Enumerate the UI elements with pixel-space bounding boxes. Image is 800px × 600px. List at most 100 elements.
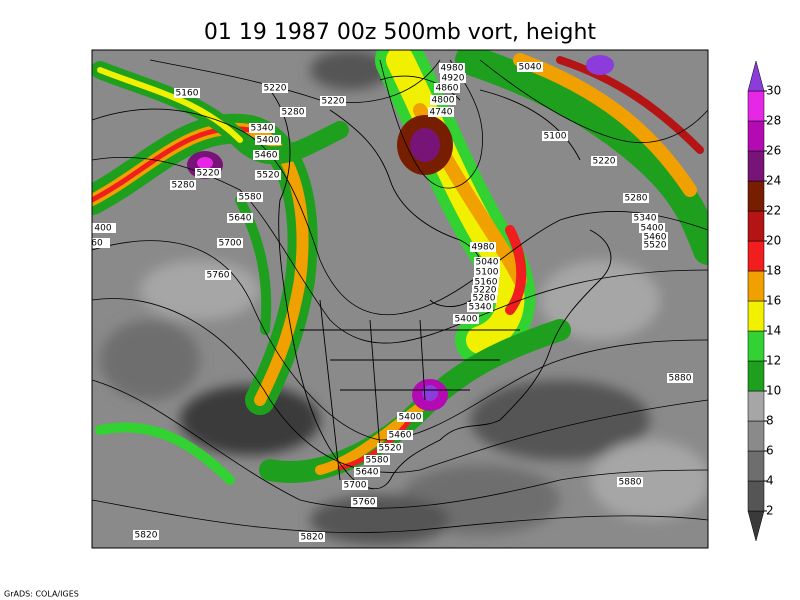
contour-label-box	[474, 267, 500, 277]
contour-label-box	[471, 293, 497, 303]
contour-label: 5400	[257, 136, 280, 146]
contour-label: 5340	[634, 214, 657, 224]
contour-label: 4980	[472, 243, 495, 253]
footer: GrADS: COLA/IGES	[4, 590, 79, 599]
contour-label-box	[195, 168, 221, 178]
contour-label-box	[253, 150, 279, 160]
contour-label-box	[237, 192, 263, 202]
contour-label-box	[470, 242, 496, 252]
contour-label-box	[453, 314, 479, 324]
colorbar-segment	[747, 480, 765, 512]
contour-label-box	[364, 455, 390, 465]
map-frame	[91, 49, 709, 549]
contour-label-box	[377, 443, 403, 453]
contour-label-box	[255, 170, 281, 180]
colorbar-label: 16	[766, 294, 781, 308]
contour-label-box	[473, 277, 499, 287]
colorbar-label: 22	[766, 204, 781, 218]
contour-label-box	[591, 156, 617, 166]
coastlines	[269, 75, 612, 490]
contour-label: 5400	[399, 413, 422, 423]
contour-label: 5520	[257, 171, 280, 181]
colorbar-label: 24	[766, 174, 781, 188]
contour-label: 5700	[219, 239, 242, 249]
contour-label: 5220	[474, 286, 497, 296]
contour-label: 5280	[473, 294, 496, 304]
contour-label-box	[467, 302, 493, 312]
contour-label: 4980	[441, 64, 464, 74]
contour-label-box	[262, 83, 288, 93]
contour-label: 5220	[322, 97, 345, 107]
contour-label: 5580	[366, 456, 389, 466]
contour-label: 5520	[379, 444, 402, 454]
contour-label-box	[632, 213, 658, 223]
contour-label-box	[299, 532, 325, 542]
contour-label-box	[320, 96, 346, 106]
title: 01 19 1987 00z 500mb vort, height	[204, 20, 597, 45]
colorbar-label: 6	[766, 444, 774, 458]
colorbar-segment	[747, 120, 765, 152]
colorbar-segment	[747, 90, 765, 122]
contour-labels: 5160 522052205280534054005460552052205280…	[91, 62, 693, 543]
colorbar-label: 10	[766, 384, 781, 398]
contour-label: 5340	[251, 124, 274, 134]
colorbar-label: 26	[766, 144, 781, 158]
colorbar-segment	[747, 180, 765, 212]
contour-label-box	[133, 530, 159, 540]
contour-label: 5820	[135, 531, 158, 541]
colorbar-segment	[747, 390, 765, 422]
contour-label: 5880	[619, 478, 642, 488]
contour-label-box	[542, 131, 568, 141]
contour-label: 5700	[344, 481, 367, 491]
contour-label-box	[439, 63, 465, 73]
contour-label: 5400	[455, 315, 478, 325]
contour-label: 60	[91, 239, 103, 249]
contour-label: 5400	[641, 224, 664, 234]
contour-label-box	[642, 240, 668, 250]
contour-label: 4920	[442, 74, 465, 84]
contour-label-box	[387, 430, 413, 440]
colorbar-label: 28	[766, 114, 781, 128]
contour-label: 5040	[476, 258, 499, 268]
contour-label-box	[174, 88, 200, 98]
contour-label: 5640	[229, 214, 252, 224]
contour-label: 4860	[436, 84, 459, 94]
contour-label-box	[642, 232, 668, 242]
contour-label: 5160	[475, 278, 498, 288]
contour-label-box	[255, 135, 281, 145]
contour-label-box	[428, 107, 454, 117]
colorbar-low	[747, 510, 765, 542]
contour-label-box	[227, 213, 253, 223]
contour-label: 5220	[197, 169, 220, 179]
colorbar-segment	[747, 450, 765, 482]
contour-label-box	[434, 83, 460, 93]
contour-label: 5760	[207, 271, 230, 281]
colorbar-label: 2	[766, 504, 774, 518]
contour-label-box	[280, 107, 306, 117]
colorbar-segment	[747, 270, 765, 302]
colorbar-high	[747, 60, 765, 92]
contour-label: 4800	[432, 96, 455, 106]
contour-label: 5220	[593, 157, 616, 167]
contour-label-box	[430, 95, 456, 105]
colorbar-segment	[747, 330, 765, 362]
contour-label: 5460	[644, 233, 667, 243]
contour-label-box	[92, 238, 110, 248]
contour-label: 5280	[172, 181, 195, 191]
colorbar-segment	[747, 210, 765, 242]
contour-label: 5280	[282, 108, 305, 118]
contour-label-box	[440, 73, 466, 83]
contour-label-box	[397, 412, 423, 422]
contour-label: 5820	[301, 533, 324, 543]
contour-label-box	[517, 62, 543, 72]
contour-label: 5160	[176, 89, 199, 99]
contour-label-box	[474, 257, 500, 267]
contour-label: 5580	[239, 193, 262, 203]
contour-label-box	[351, 497, 377, 507]
contour-label-box	[342, 480, 368, 490]
colorbar-label: 20	[766, 234, 781, 248]
contour-label: 5280	[625, 194, 648, 204]
colorbar-segment	[747, 300, 765, 332]
